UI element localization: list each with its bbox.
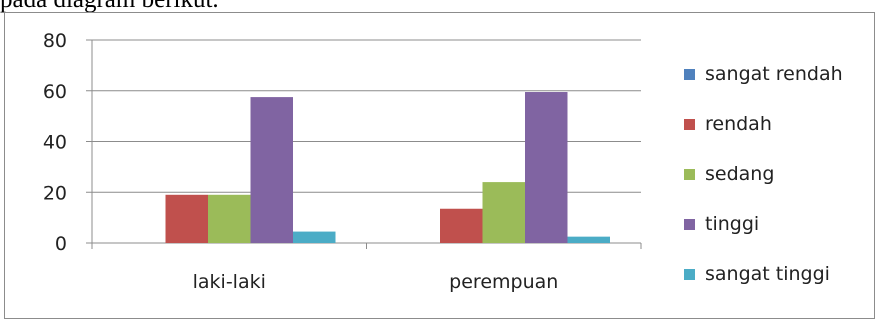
legend-label: sedang xyxy=(705,163,774,185)
bar-sedang-laki-laki xyxy=(208,194,251,243)
category-label: perempuan xyxy=(449,271,558,293)
y-tick-label: 20 xyxy=(43,182,67,204)
y-tick-label: 40 xyxy=(43,132,67,154)
bar-sangat-tinggi-perempuan xyxy=(567,236,610,243)
bar-rendah-perempuan xyxy=(440,208,483,243)
y-tick-label: 0 xyxy=(55,233,67,255)
chart-frame xyxy=(4,12,875,319)
category-labels: laki-laki perempuan xyxy=(193,271,559,293)
bar-sedang-perempuan xyxy=(482,182,525,243)
category-label: laki-laki xyxy=(193,271,266,293)
legend-label: tinggi xyxy=(705,213,759,235)
legend-label: sangat tinggi xyxy=(705,263,830,285)
legend-swatch xyxy=(684,219,695,230)
y-tick-label: 80 xyxy=(43,30,67,52)
y-tick-labels: 0 20 40 60 80 xyxy=(43,30,67,255)
bars xyxy=(165,92,610,243)
legend-swatch xyxy=(684,119,695,130)
document-text-fragment: pada diagram berikut. xyxy=(0,0,219,14)
legend-swatch xyxy=(684,269,695,280)
bar-rendah-laki-laki xyxy=(165,194,208,243)
legend: sangat rendah rendah sedang tinggi sangat ti… xyxy=(684,63,843,285)
bar-tinggi-laki-laki xyxy=(250,97,293,243)
y-tick-label: 60 xyxy=(43,81,67,103)
legend-label: sangat rendah xyxy=(705,63,843,85)
bar-tinggi-perempuan xyxy=(525,92,568,243)
legend-swatch xyxy=(684,169,695,180)
legend-label: rendah xyxy=(705,113,772,135)
bar-sangat-tinggi-laki-laki xyxy=(293,231,336,243)
legend-swatch xyxy=(684,69,695,80)
